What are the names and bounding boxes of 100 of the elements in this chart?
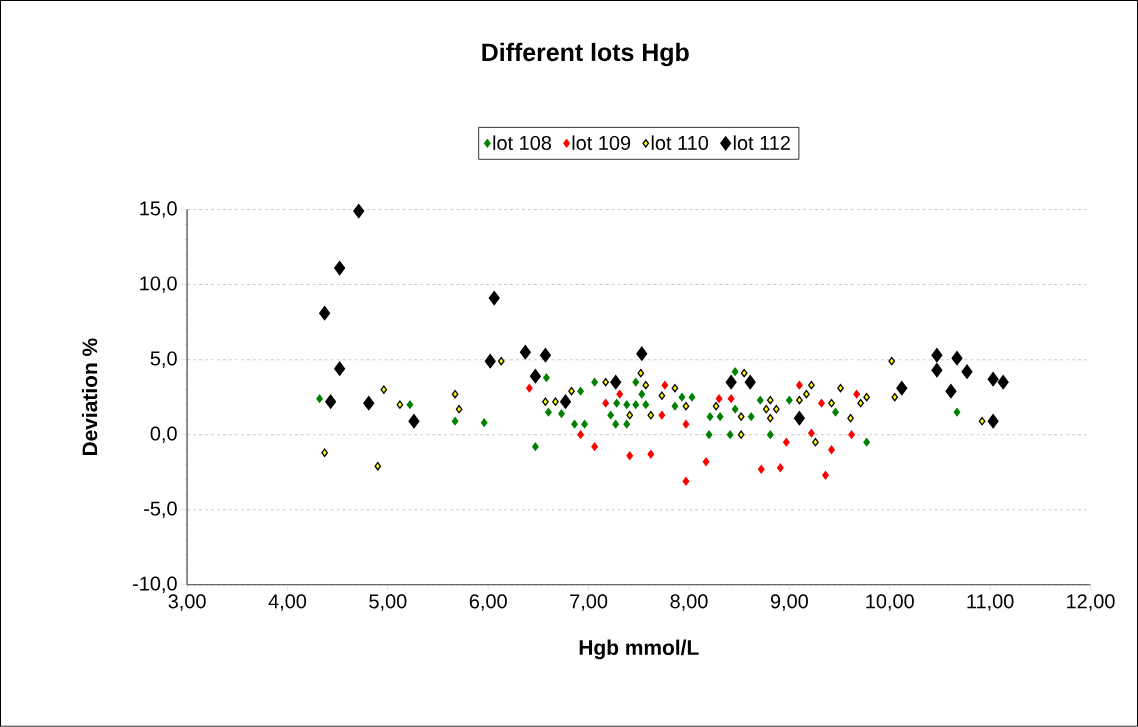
point	[997, 375, 1009, 390]
point	[642, 381, 650, 390]
point	[848, 430, 855, 440]
point	[812, 438, 819, 447]
point	[712, 402, 720, 411]
point	[612, 420, 620, 429]
point	[744, 375, 756, 390]
y-tick-label: 15,0	[140, 201, 177, 218]
point	[776, 463, 784, 473]
point	[783, 438, 790, 447]
point	[626, 451, 634, 461]
point	[857, 399, 864, 408]
point	[451, 390, 459, 399]
point	[796, 381, 803, 390]
point	[559, 394, 572, 409]
y-tick-label: -5,0	[144, 501, 177, 519]
point	[316, 394, 323, 404]
point	[451, 417, 459, 426]
point	[832, 408, 839, 417]
point	[945, 384, 957, 399]
point	[772, 405, 780, 414]
point	[334, 261, 346, 276]
point	[658, 411, 666, 420]
x-axis-title: Hgb mmol/L	[579, 639, 699, 660]
point	[727, 394, 735, 404]
point	[896, 381, 908, 396]
point	[888, 356, 896, 366]
x-tick-label: 5,00	[369, 594, 407, 611]
point	[931, 363, 943, 378]
y-tick-label: 5,0	[150, 351, 177, 368]
point	[334, 361, 346, 376]
y-tick-label: -10,0	[133, 576, 177, 594]
point	[623, 420, 631, 429]
point	[863, 393, 870, 402]
point	[757, 465, 765, 474]
point	[786, 396, 793, 405]
point	[671, 384, 679, 393]
point	[961, 364, 973, 379]
point	[931, 348, 943, 363]
point	[705, 430, 713, 440]
point	[602, 378, 610, 387]
point	[978, 417, 986, 426]
point	[818, 399, 825, 408]
point	[706, 412, 714, 422]
point	[610, 375, 622, 390]
x-tick-label: 6,00	[469, 594, 507, 611]
point	[642, 400, 650, 410]
point	[632, 400, 640, 410]
point	[519, 345, 531, 360]
point	[737, 430, 745, 440]
point	[837, 384, 844, 393]
point	[396, 400, 404, 410]
point	[380, 385, 388, 394]
point	[726, 430, 734, 440]
point	[526, 384, 533, 393]
point	[542, 397, 549, 407]
point	[455, 405, 463, 414]
point	[529, 369, 541, 384]
point	[539, 348, 551, 363]
point	[731, 367, 739, 376]
point	[891, 393, 899, 402]
point	[647, 450, 655, 459]
point	[623, 400, 631, 410]
point	[616, 390, 624, 399]
point	[737, 412, 745, 422]
point	[632, 378, 640, 387]
y-tick-label: 10,0	[140, 276, 177, 293]
point	[766, 414, 774, 423]
point	[321, 448, 328, 458]
point	[607, 411, 615, 420]
point	[647, 411, 655, 420]
x-tick-label: 11,00	[967, 594, 1014, 611]
point	[532, 442, 539, 452]
point	[484, 354, 496, 369]
x-tick-label: 10,00	[866, 594, 914, 611]
point	[353, 204, 365, 219]
x-tick-label: 9,00	[770, 594, 808, 611]
point	[766, 430, 774, 440]
point	[406, 400, 414, 410]
point	[581, 420, 588, 429]
y-axis-title: Deviation %	[81, 338, 98, 456]
point	[661, 381, 669, 390]
point	[808, 429, 815, 438]
point	[671, 402, 679, 411]
point	[374, 462, 382, 471]
point	[638, 390, 646, 399]
y-tick-label: 0,0	[150, 426, 177, 444]
point	[987, 414, 999, 429]
point	[793, 411, 805, 426]
x-tick-label: 3,00	[168, 594, 206, 611]
point	[571, 420, 578, 429]
point	[725, 375, 737, 390]
point	[591, 378, 598, 387]
point	[762, 405, 770, 414]
point	[568, 387, 575, 396]
point	[325, 394, 337, 409]
point	[577, 387, 584, 396]
point	[552, 397, 559, 407]
x-tick-label: 8,00	[670, 594, 708, 611]
point	[682, 477, 690, 486]
